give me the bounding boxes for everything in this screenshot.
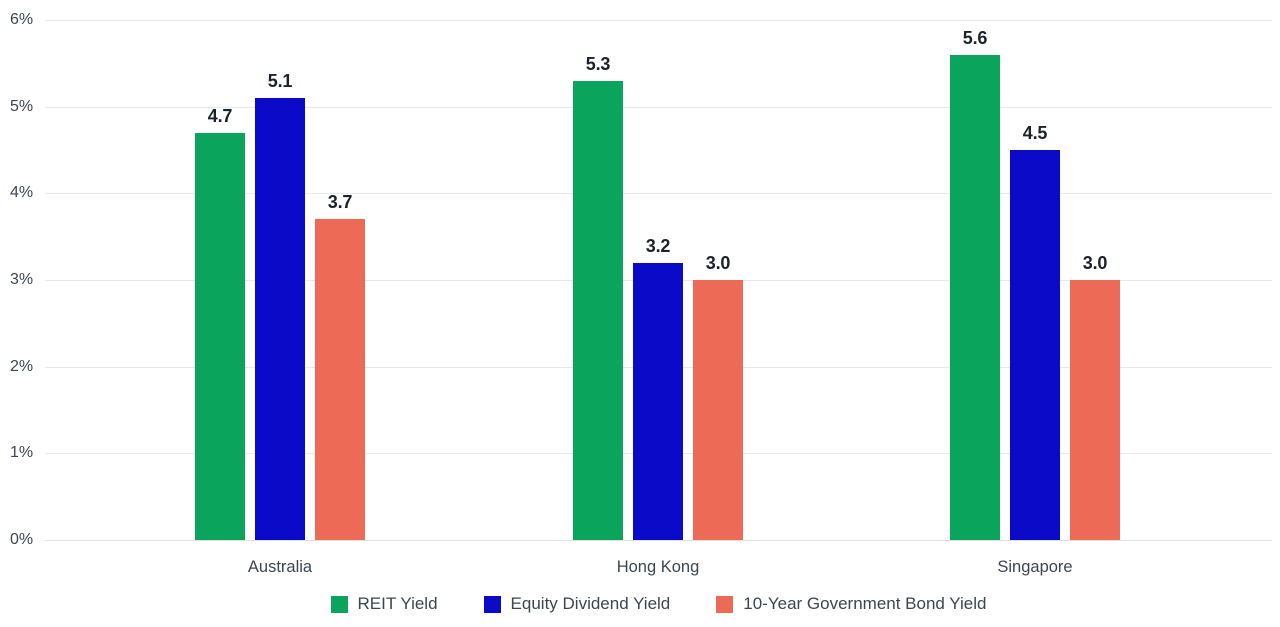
- legend-swatch-equity-dividend-yield: [483, 595, 501, 613]
- legend-item-reit-yield: REIT Yield: [330, 594, 438, 614]
- chart-legend: REIT Yield Equity Dividend Yield 10-Year G…: [45, 594, 1272, 614]
- legend-swatch-reit-yield: [330, 595, 348, 613]
- gridline-6pct: [45, 20, 1272, 21]
- bar-value-label-equity-dividend-yield-singapore: 4.5: [1022, 123, 1048, 143]
- legend-label-10-year-government-bond-yield: 10-Year Government Bond Yield: [743, 594, 987, 613]
- y-axis-tick-label-0pct: 0%: [10, 531, 34, 548]
- bar-10-year-government-bond-yield-hong-kong: [693, 280, 743, 540]
- y-axis-tick-label-1pct: 1%: [10, 444, 34, 462]
- category-label-hong-kong: Hong Kong: [616, 558, 700, 576]
- bar-10-year-government-bond-yield-singapore: [1070, 280, 1120, 540]
- y-axis-tick-label-2pct: 2%: [10, 357, 34, 375]
- y-axis-tick-label-6pct: 6%: [10, 11, 34, 28]
- y-axis-tick-label-5pct: 5%: [10, 97, 34, 115]
- bar-value-label-10-year-government-bond-yield-singapore: 3.0: [1082, 253, 1108, 273]
- y-axis-tick-label-4pct: 4%: [10, 184, 34, 202]
- gridline-4pct: [45, 193, 1272, 195]
- category-label-australia: Australia: [247, 558, 313, 576]
- legend-label-reit-yield: REIT Yield: [357, 594, 438, 613]
- bar-equity-dividend-yield-australia: [255, 98, 305, 540]
- bar-10-year-government-bond-yield-australia: [315, 219, 365, 540]
- legend-item-equity-dividend-yield: Equity Dividend Yield: [483, 594, 671, 614]
- bar-value-label-10-year-government-bond-yield-australia: 3.7: [327, 192, 353, 213]
- bar-value-label-reit-yield-australia: 4.7: [207, 105, 233, 126]
- legend-swatch-10-year-government-bond-yield: [716, 595, 734, 613]
- bar-equity-dividend-yield-hong-kong: [633, 262, 683, 540]
- gridline-0pct: [45, 540, 1272, 541]
- y-axis-tick-label-3pct: 3%: [10, 271, 34, 288]
- gridline-5pct: [45, 106, 1272, 108]
- bar-value-label-reit-yield-singapore: 5.6: [962, 27, 988, 48]
- bar-reit-yield-hong-kong: [573, 80, 623, 540]
- bar-equity-dividend-yield-singapore: [1010, 150, 1060, 540]
- bar-reit-yield-australia: [195, 132, 245, 540]
- bar-value-label-reit-yield-hong-kong: 5.3: [585, 53, 611, 74]
- legend-item-10-year-government-bond-yield: 10-Year Government Bond Yield: [716, 594, 986, 614]
- bar-value-label-equity-dividend-yield-australia: 5.1: [267, 71, 293, 91]
- bar-value-label-10-year-government-bond-yield-hong-kong: 3.0: [705, 253, 731, 273]
- bar-reit-yield-singapore: [950, 54, 1000, 540]
- legend-label-equity-dividend-yield: Equity Dividend Yield: [510, 594, 671, 613]
- bar-value-label-equity-dividend-yield-hong-kong: 3.2: [645, 235, 671, 256]
- category-label-singapore: Singapore: [997, 558, 1073, 576]
